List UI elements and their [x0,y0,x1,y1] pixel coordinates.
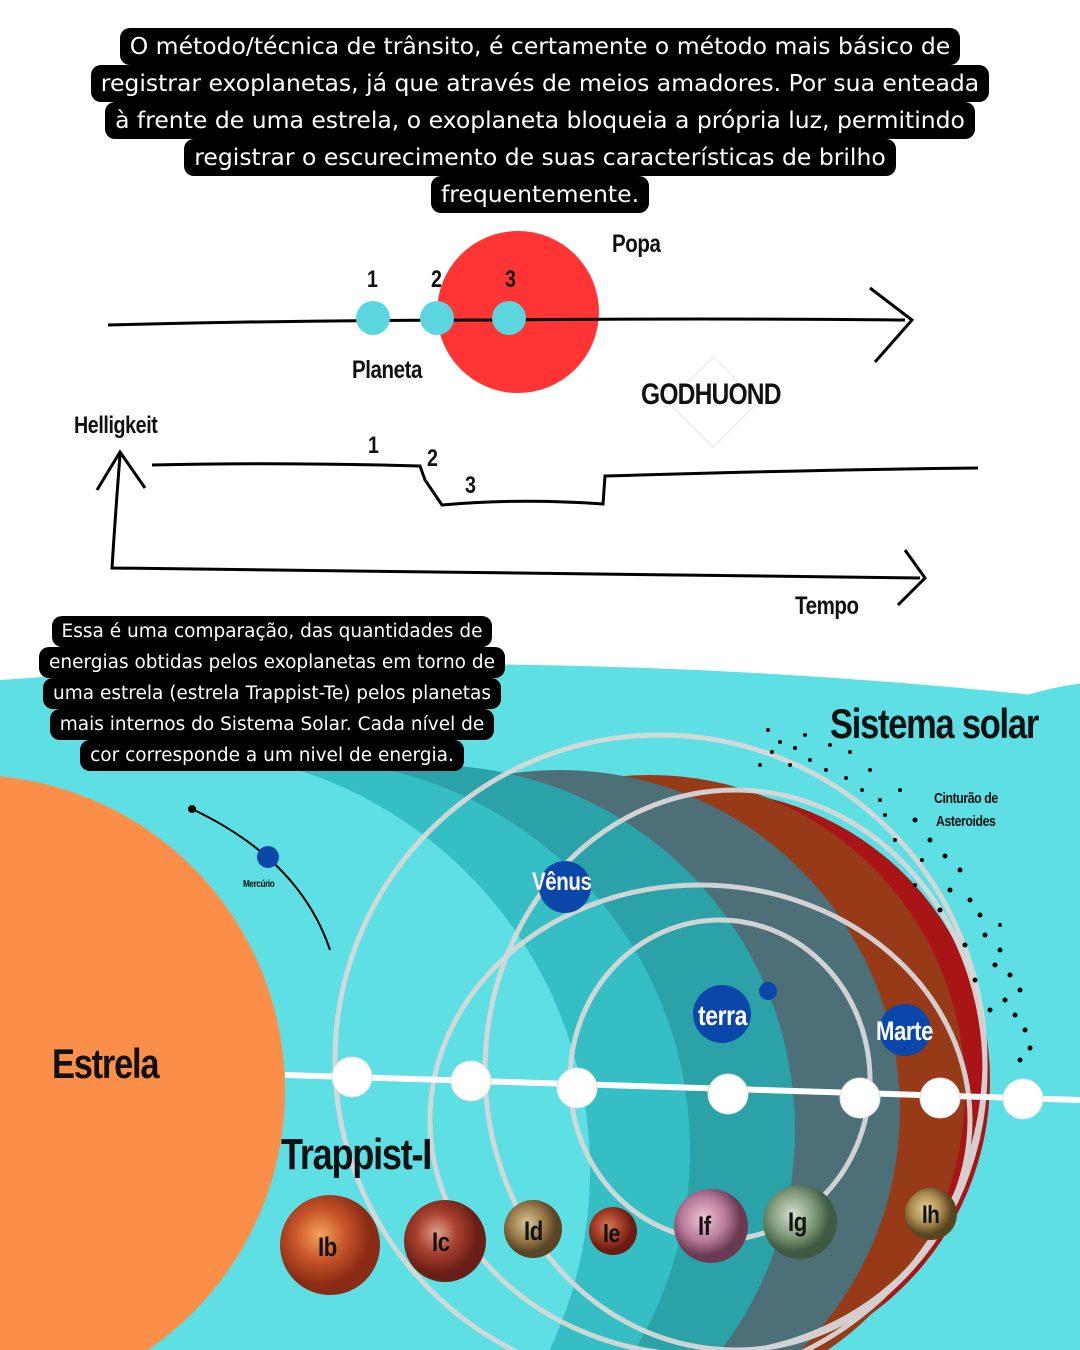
transit-planet-2 [420,301,454,335]
intro-line-1: O método/técnica de trânsito, é certamen… [119,28,961,65]
mercury-orbit [191,808,331,951]
transit-position-1: 1 [367,266,378,293]
planet-ib [280,1195,380,1295]
planet-ib-label: Ib [318,1232,337,1262]
planet-ih [905,1188,957,1240]
mercurio-label: Mercúrio [243,879,275,890]
trappist-title: Trappist-I [281,1130,432,1179]
orbit-ring-4 [427,882,973,1350]
planet-if-label: If [698,1211,711,1241]
venus-label: Vênus [532,868,592,896]
comparison-line-1: Essa é uma comparação, das quantidades d… [51,616,493,647]
planet-ig-label: Ig [788,1207,807,1237]
transit-planet-label: Planeta [352,356,423,384]
lightcurve-point-2: 2 [427,445,438,472]
intro-line-2: registrar exoplanetas, já que através de… [90,65,990,102]
lightcurve-point-1: 1 [368,432,379,459]
lightcurve-y-label: Helligkeit [74,412,158,439]
planet-ih-label: Ih [922,1201,940,1229]
moon [759,982,777,1000]
intro-text-block: O método/técnica de trânsito, é certamen… [60,28,1020,213]
solar-system-title: Sistema solar [830,700,1039,747]
planet-id [504,1200,562,1258]
asteroid-belt-dots [758,728,1033,1063]
transit-position-2: 2 [431,266,442,293]
intro-line-3: à frente de uma estrela, o exoplaneta bl… [105,102,975,139]
comparison-line-5: cor corresponde a um nivel de energia. [80,740,464,771]
terra-planet [693,985,751,1043]
lightcurve-point-3: 3 [465,472,476,499]
comparison-line-3: uma estrela (estrela Trappist-Te) pelos … [43,678,501,709]
transit-planet-3 [492,301,526,335]
transit-planet-1 [356,301,390,335]
watermark-text: GODHUOND [641,378,782,411]
trappist-star [0,776,285,1350]
transit-star-label: Popa [612,230,661,258]
planet-ie [589,1207,637,1255]
lightcurve-axes [110,454,921,580]
lightcurve-x-label: Tempo [795,592,859,620]
comparison-line-2: energias obtidas pelos exoplanetas em to… [38,647,506,678]
transit-arrowhead [869,286,915,363]
planet-if [674,1189,748,1263]
mercurio-planet [257,846,279,868]
marte-label: Marte [876,1016,934,1046]
planet-ic [404,1200,486,1282]
planet-ie-label: Ie [603,1218,620,1248]
comparison-text-block: Essa é uma comparação, das quantidades d… [22,616,522,771]
intro-line-5: frequentemente. [430,176,650,213]
planet-id-label: Id [524,1216,543,1246]
light-curve [151,462,979,507]
venus-planet [539,861,591,913]
watermark-box [667,356,759,448]
star-label: Estrela [52,1040,159,1087]
planet-ic-label: Ic [432,1227,450,1257]
x-arrowhead [896,549,927,607]
comparison-line-4: mais internos do Sistema Solar. Cada nív… [49,709,495,740]
asteroid-belt-label-1: Cinturão de [934,790,998,807]
terra-label: terra [698,1000,748,1031]
asteroid-belt-label-2: Asteroides [936,813,996,830]
planet-ig [763,1185,837,1259]
marte-planet [879,1004,931,1056]
transit-position-3: 3 [505,266,516,293]
intro-line-4: registrar o escurecimento de suas caract… [184,139,896,176]
y-arrowhead [95,449,147,491]
